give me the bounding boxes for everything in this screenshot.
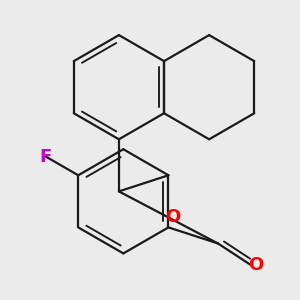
Text: F: F xyxy=(40,148,52,166)
Text: O: O xyxy=(248,256,263,274)
Text: O: O xyxy=(165,208,180,226)
